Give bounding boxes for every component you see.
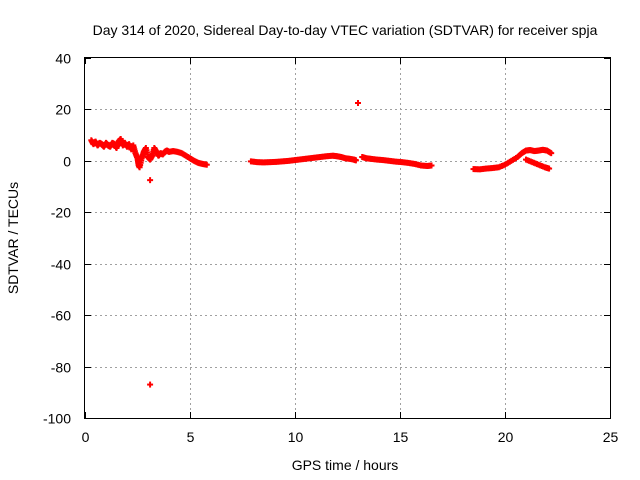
chart-title: Day 314 of 2020, Sidereal Day-to-day VTE… [93,22,598,38]
x-axis-title: GPS time / hours [292,457,399,473]
x-tick-label: 0 [82,429,90,445]
data-point [548,150,555,157]
data-point [352,157,359,164]
grid-layer [85,58,610,418]
data-point [428,162,435,169]
y-tick-label: -20 [51,205,71,221]
x-tick-label: 5 [187,429,195,445]
x-tick-label: 10 [288,429,304,445]
data-point [203,161,210,168]
y-tick-label: -40 [51,257,71,273]
y-axis-title: SDTVAR / TECUs [5,182,21,294]
data-point [546,165,553,172]
plot-frame [84,57,611,419]
y-tick-label: 20 [55,102,71,118]
y-tick-label: 0 [63,154,71,170]
data-point [355,100,361,106]
y-tick-label: -100 [43,411,71,427]
data-point [147,177,154,184]
x-tick-label: 25 [603,429,619,445]
tick-layer: 0 5 10 15 20 25 -100 -80 -60 -40 -20 0 20 40 [43,51,619,446]
y-tick-label: -80 [51,360,71,376]
data-points [88,100,555,388]
y-tick-label: -60 [51,308,71,324]
data-point [147,381,154,388]
y-tick-label: 40 [55,51,71,67]
x-tick-label: 15 [393,429,409,445]
x-tick-label: 20 [498,429,514,445]
